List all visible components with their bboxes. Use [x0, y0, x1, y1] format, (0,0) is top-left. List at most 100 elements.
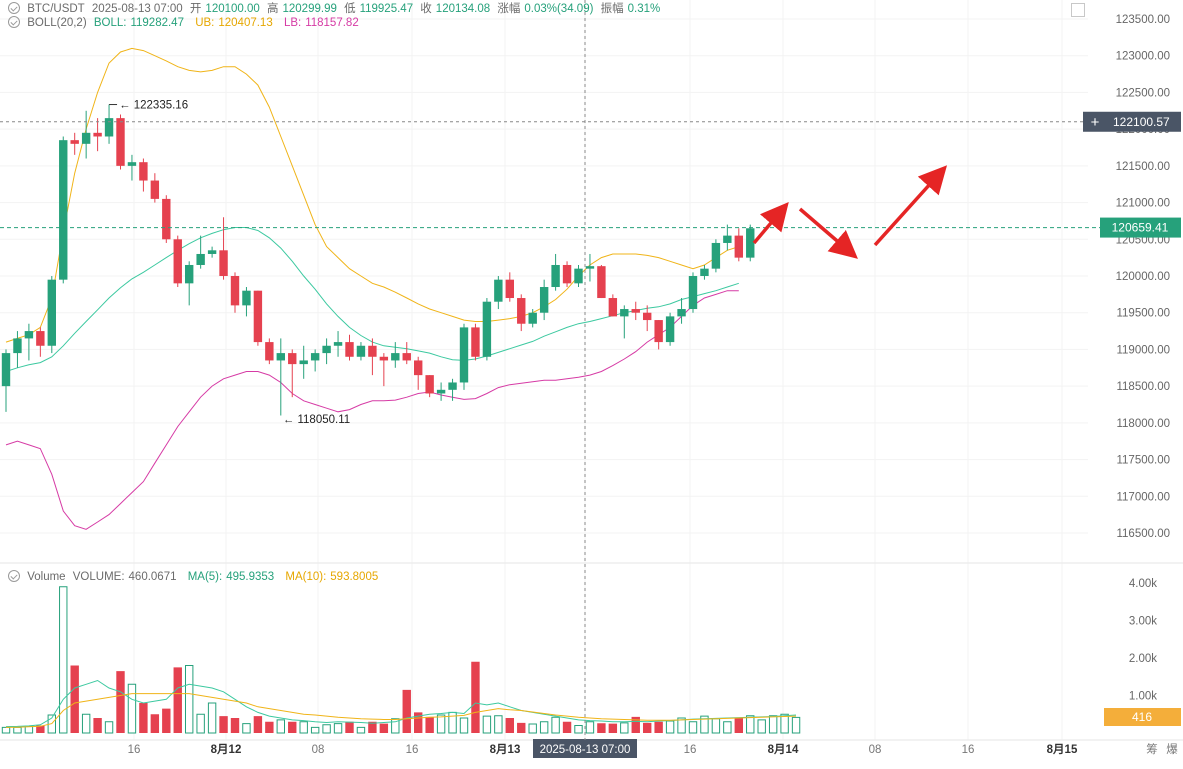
volume-bar[interactable]	[368, 721, 377, 733]
candle-body[interactable]	[139, 162, 148, 181]
candle-body[interactable]	[104, 118, 114, 137]
volume-bar[interactable]	[643, 722, 652, 733]
volume-bar[interactable]	[780, 713, 789, 734]
volume-bar[interactable]	[471, 661, 480, 733]
candle-body[interactable]	[356, 345, 366, 357]
candle-body[interactable]	[723, 235, 732, 243]
volume-bar[interactable]	[36, 725, 45, 734]
volume-bar[interactable]	[574, 725, 583, 734]
volume-bar[interactable]	[322, 724, 331, 734]
eye-icon[interactable]	[8, 2, 20, 14]
volume-bar[interactable]	[391, 718, 400, 734]
candle-body[interactable]	[746, 228, 755, 258]
volume-bar[interactable]	[654, 721, 663, 733]
volume-bar[interactable]	[116, 671, 125, 733]
volume-bar[interactable]	[1, 726, 11, 734]
candle-body[interactable]	[665, 316, 675, 343]
volume-bar[interactable]	[551, 716, 560, 734]
volume-bar[interactable]	[482, 715, 492, 734]
volume-bar[interactable]	[459, 717, 469, 734]
candle-body[interactable]	[688, 276, 698, 310]
candle-body[interactable]	[24, 331, 34, 339]
volume-bar[interactable]	[310, 726, 320, 734]
candle-body[interactable]	[70, 140, 79, 144]
volume-bar[interactable]	[665, 720, 675, 734]
candle-body[interactable]	[185, 264, 194, 284]
candle-body[interactable]	[253, 290, 263, 343]
volume-bar[interactable]	[700, 715, 709, 734]
volume-bar[interactable]	[425, 716, 434, 733]
volume-bar[interactable]	[242, 723, 251, 734]
volume-bar[interactable]	[734, 718, 743, 733]
volume-bar[interactable]	[288, 721, 297, 733]
candle-body[interactable]	[127, 162, 137, 166]
candle-body[interactable]	[459, 327, 469, 383]
candle-body[interactable]	[608, 298, 618, 317]
volume-bar[interactable]	[791, 716, 801, 734]
volume-bar[interactable]	[768, 715, 778, 734]
candle-body[interactable]	[620, 309, 629, 317]
volume-bar[interactable]	[562, 721, 572, 733]
candle-body[interactable]	[482, 301, 492, 357]
volume-bar[interactable]	[196, 713, 205, 734]
volume-bar[interactable]	[414, 712, 423, 733]
volume-bar[interactable]	[757, 719, 766, 734]
candle-body[interactable]	[150, 180, 160, 199]
candle-body[interactable]	[345, 342, 354, 357]
candle-body[interactable]	[116, 118, 125, 166]
candle-body[interactable]	[265, 342, 274, 361]
candle-body[interactable]	[734, 235, 743, 258]
volume-bar[interactable]	[608, 723, 618, 733]
volume-bar[interactable]	[436, 714, 446, 734]
volume-bar[interactable]	[173, 667, 182, 733]
candle-body[interactable]	[59, 140, 68, 280]
candle-body[interactable]	[1, 353, 11, 387]
candle-body[interactable]	[162, 198, 171, 240]
candle-body[interactable]	[700, 268, 709, 276]
candle-body[interactable]	[196, 253, 205, 265]
candle-body[interactable]	[494, 279, 503, 302]
candle-body[interactable]	[368, 345, 377, 357]
candle-body[interactable]	[391, 353, 400, 361]
volume-bar[interactable]	[59, 586, 68, 734]
candle-body[interactable]	[711, 242, 721, 269]
candle-body[interactable]	[299, 360, 308, 365]
candle-body[interactable]	[379, 356, 389, 361]
candle-body[interactable]	[448, 382, 457, 390]
candle-body[interactable]	[207, 250, 217, 254]
volume-bar[interactable]	[207, 702, 217, 734]
candle-body[interactable]	[219, 250, 228, 276]
drawn-arrow[interactable]	[752, 201, 789, 245]
candle-body[interactable]	[517, 298, 526, 324]
candle-body[interactable]	[230, 276, 240, 306]
volume-bar[interactable]	[402, 689, 411, 733]
volume-bar[interactable]	[230, 718, 240, 733]
candle-body[interactable]	[528, 312, 537, 324]
volume-bar[interactable]	[356, 726, 366, 734]
volume-bar[interactable]	[185, 665, 194, 734]
drawn-arrow[interactable]	[873, 165, 948, 247]
candle-body[interactable]	[643, 312, 652, 321]
candle-body[interactable]	[654, 320, 663, 343]
volume-bar[interactable]	[139, 703, 148, 733]
candle-body[interactable]	[551, 264, 560, 288]
volume-bar[interactable]	[505, 718, 514, 733]
candle-body[interactable]	[402, 353, 411, 361]
candle-body[interactable]	[425, 375, 434, 394]
candle-body[interactable]	[322, 345, 331, 354]
candle-body[interactable]	[539, 287, 549, 313]
candle-body[interactable]	[677, 309, 686, 317]
volume-bar[interactable]	[517, 722, 526, 733]
candle-body[interactable]	[47, 279, 56, 346]
candle-body[interactable]	[36, 331, 45, 346]
volume-bar[interactable]	[539, 721, 549, 734]
volume-bar[interactable]	[299, 721, 308, 734]
candle-body[interactable]	[242, 290, 251, 306]
drawn-arrow[interactable]	[798, 207, 858, 259]
eye-icon[interactable]	[8, 16, 20, 28]
volume-bar[interactable]	[13, 726, 22, 734]
candle-body[interactable]	[173, 239, 182, 284]
volume-bar[interactable]	[70, 665, 79, 734]
